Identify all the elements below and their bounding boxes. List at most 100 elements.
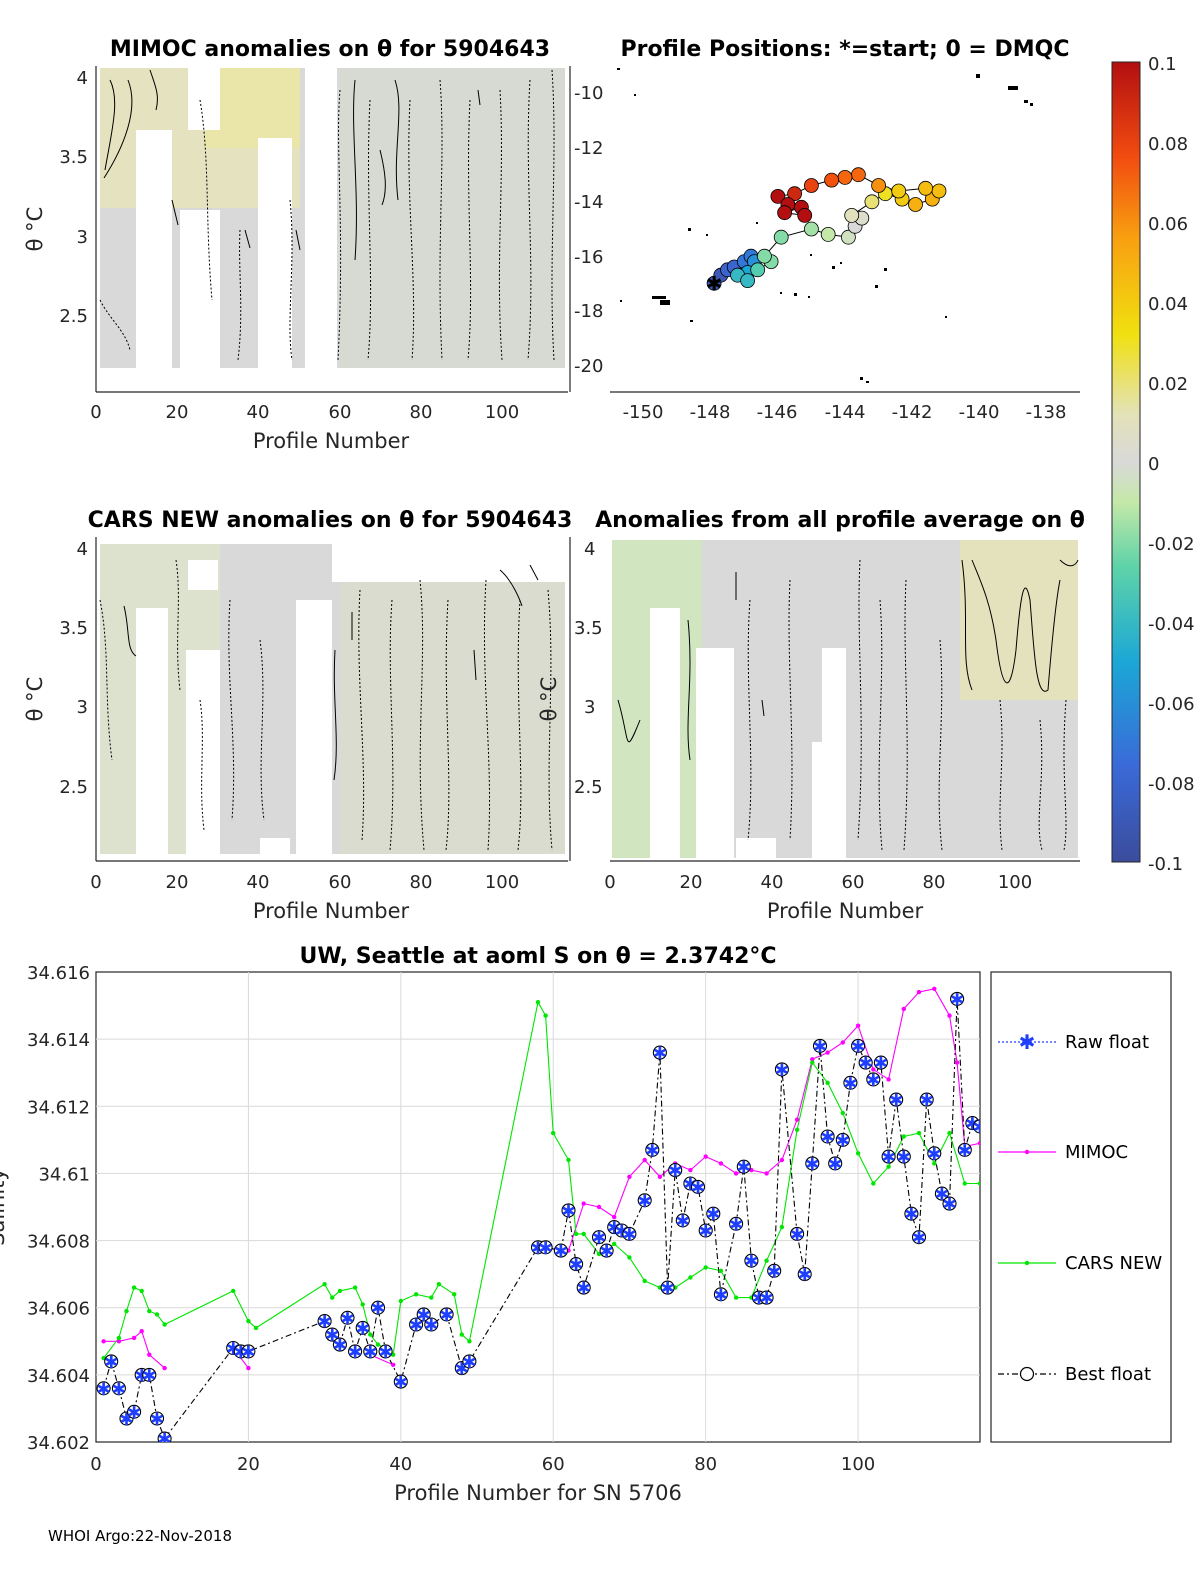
raw-float-point: ✱ [638,1192,652,1212]
best-float-point: ✱ [645,1141,659,1161]
cars-new-point [116,1335,122,1341]
best-float-point: ✱ [676,1212,690,1232]
best-float-point: ✱ [569,1256,583,1276]
positions-title: Profile Positions: *=start; 0 = DMQC [620,37,1069,62]
raw-float-point: ✱ [569,1256,583,1276]
cars-new-point [413,1292,419,1297]
best-float-point: ✱ [843,1074,857,1094]
raw-float-point: ✱ [912,1229,926,1249]
allavg-contours [617,559,1079,761]
cars-new-point [627,1255,632,1260]
best-float-point: ✱ [790,1225,804,1245]
best-float-point: ✱ [96,1380,110,1400]
best-float-point: ✱ [241,1343,255,1363]
y-tick-label: 4 [584,539,595,560]
mimoc-ylabel: θ °C [23,207,47,252]
mimoc-point [596,1204,602,1210]
colorbar-tick: -0.02 [1148,534,1195,555]
colorbar-tick: -0.06 [1148,694,1195,715]
x-tick-label: 100 [485,402,519,423]
allavg-missing-profiles [650,608,846,861]
positions-x-ticks: -150 -148 -146 -144 -142 -140 -138 [623,402,1067,423]
best-float-point: ✱ [897,1148,911,1168]
raw-float-point: ✱ [538,1239,552,1259]
mimoc-point [916,989,922,995]
cars-new-point [886,1164,891,1169]
raw-float-point: ✱ [973,1118,987,1138]
legend-label-best-float: Best float [1065,1364,1151,1385]
cars-new-point [368,1332,373,1337]
mimoc-point [116,1339,122,1344]
y-tick-label: 34.602 [27,1433,90,1454]
raw-float-point: ✱ [394,1373,408,1393]
best-float-point: ✱ [577,1279,591,1299]
allavg-ylabel: θ °C [537,677,561,722]
cars-new-point [581,1231,586,1237]
cars-new-point [253,1325,259,1331]
raw-float-point: ✱ [729,1215,743,1235]
x-tick-label: 0 [90,872,101,893]
raw-float-point: ✱ [96,1380,110,1400]
y-tick-label: 4 [77,539,88,560]
cars-new-point [855,1151,861,1156]
mimoc-point [825,1050,830,1055]
salinity-axes-box [95,971,981,1443]
raw-float-point: ✱ [668,1162,682,1182]
best-float-point: ✱ [729,1215,743,1235]
best-float-point: ✱ [592,1229,606,1249]
colorbar-tick: 0.02 [1148,374,1188,395]
profile-position-marker [931,183,947,199]
best-float-point: ✱ [744,1252,758,1272]
cars-new-point [825,1080,830,1086]
x-tick-label: 80 [694,1454,717,1475]
mimoc-point [855,1023,861,1028]
legend-label-raw-float: Raw float [1065,1032,1149,1053]
legend-entry-cars-new: CARS NEW [998,1253,1162,1274]
x-tick-label: 80 [923,872,946,893]
x-tick-label: 60 [329,402,352,423]
y-tick-label: 34.606 [27,1299,90,1320]
raw-float-point: ✱ [699,1222,713,1242]
cars-new-point [322,1282,327,1287]
best-float-point: ✱ [851,1037,865,1057]
cars-new-point [688,1275,693,1280]
profile-position-marker [777,205,792,221]
salinity-x-ticks: 0 20 40 60 80 100 [90,1454,875,1475]
raw-float-point: ✱ [645,1141,659,1161]
legend-label-cars-new: CARS NEW [1065,1253,1162,1274]
cars-new-point [360,1302,365,1307]
raw-float-point: ✱ [843,1074,857,1094]
allavg-y-ticks: 2.5 3 3.5 4 [574,539,603,798]
positions-plot-area: ✱ [617,68,1033,383]
cars-new-point [551,1130,556,1136]
cars-faint-region [340,544,565,854]
best-float-point: ✱ [737,1158,751,1178]
cars-new-point [337,1288,343,1294]
cars-new-point [947,1130,952,1136]
y-tick-label: -10 [574,83,603,104]
mimoc-point [840,1040,845,1045]
raw-float-point: ✱ [241,1343,255,1363]
cars-new-point [147,1308,152,1314]
mimoc-point [246,1365,251,1371]
x-tick-label: 20 [237,1454,260,1475]
x-tick-label: 40 [247,402,270,423]
salinity-title: UW, Seattle at aoml S on θ = 2.3742°C [299,944,776,969]
y-tick-label: 2.5 [59,777,88,798]
profile-position-marker [841,229,856,245]
cars-new-point [733,1295,739,1300]
legend-label-mimoc: MIMOC [1065,1142,1128,1163]
best-float-point: ✱ [157,1430,172,1442]
raw-float-point: ✱ [874,1054,888,1074]
profile-position-marker [787,186,802,202]
cars-new-point [840,1110,845,1116]
best-float-point: ✱ [668,1162,682,1182]
salinity-series-markers: ✱✱✱✱✱✱✱✱✱✱✱✱✱✱✱✱✱✱✱✱✱✱✱✱✱✱✱✱✱✱ ✱✱✱✱✱✱✱✱✱✱… [96,986,987,1442]
best-float-point: ✱ [638,1192,652,1212]
best-float-point: ✱ [660,1279,674,1299]
best-float-point: ✱ [920,1091,934,1111]
raw-float-point: ✱ [836,1131,850,1151]
raw-float-point: ✱ [356,1319,370,1339]
mimoc-line [537,988,980,1252]
mimoc-point [794,1117,800,1122]
